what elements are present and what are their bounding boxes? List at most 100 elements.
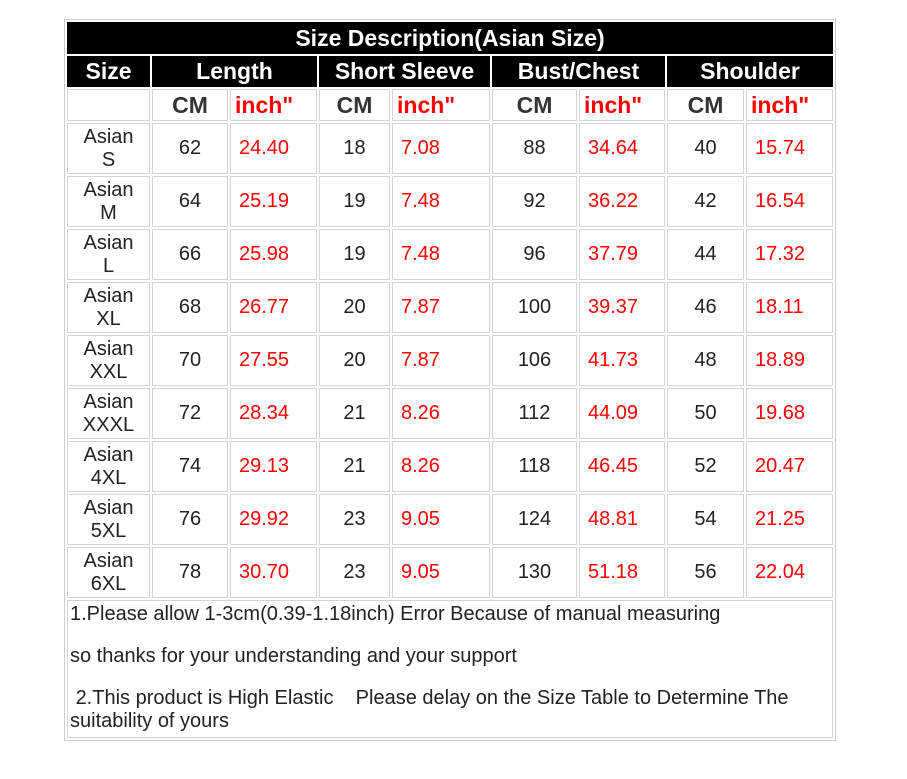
inch-value: 7.48 (392, 229, 490, 280)
inch-value: 8.26 (392, 441, 490, 492)
note-text: 1.Please allow 1-3cm(0.39-1.18inch) Erro… (70, 603, 721, 625)
size-label: XL (96, 307, 121, 330)
cm-value: 78 (152, 547, 228, 598)
inch-value: 44.09 (579, 388, 665, 439)
cm-value: 106 (492, 335, 577, 386)
unit-row: CM inch" CM inch" CM inch" CM inch" (67, 89, 833, 121)
table-row: Asian XXXL 72 28.34 21 8.26 112 44.09 50 19.68 (67, 388, 833, 439)
cm-value: 20 (319, 282, 390, 333)
table-row: Asian L 66 25.98 19 7.48 96 37.79 44 17.32 (67, 229, 833, 280)
inch-value: 29.13 (230, 441, 317, 492)
inch-value: 9.05 (392, 547, 490, 598)
size-label: Asian (83, 284, 134, 307)
table-row: Asian S 62 24.40 18 7.08 88 34.64 40 15.74 (67, 123, 833, 174)
size-label: S (101, 148, 116, 171)
cm-value: 72 (152, 388, 228, 439)
cm-value: 96 (492, 229, 577, 280)
inch-value: 25.19 (230, 176, 317, 227)
unit-cm: CM (152, 89, 228, 121)
inch-value: 39.37 (579, 282, 665, 333)
header-size: Size (67, 56, 150, 87)
inch-value: 36.22 (579, 176, 665, 227)
cm-value: 23 (319, 494, 390, 545)
header-shoulder: Shoulder (667, 56, 833, 87)
size-cell: Asian L (67, 229, 150, 280)
size-label: M (100, 201, 117, 224)
header-short-sleeve: Short Sleeve (319, 56, 490, 87)
table-row: Asian XL 68 26.77 20 7.87 100 39.37 46 18.11 (67, 282, 833, 333)
size-label: Asian (83, 231, 134, 254)
size-label: XXXL (82, 413, 135, 436)
size-cell: Asian XXXL (67, 388, 150, 439)
size-cell: Asian 4XL (67, 441, 150, 492)
size-label: 5XL (90, 519, 127, 542)
size-label: Asian (83, 390, 134, 413)
inch-value: 20.47 (746, 441, 833, 492)
cm-value: 92 (492, 176, 577, 227)
cm-value: 40 (667, 123, 744, 174)
cm-value: 44 (667, 229, 744, 280)
inch-value: 21.25 (746, 494, 833, 545)
cm-value: 66 (152, 229, 228, 280)
cm-value: 19 (319, 229, 390, 280)
inch-value: 7.08 (392, 123, 490, 174)
inch-value: 27.55 (230, 335, 317, 386)
cm-value: 18 (319, 123, 390, 174)
inch-value: 17.32 (746, 229, 833, 280)
cm-value: 112 (492, 388, 577, 439)
cm-value: 130 (492, 547, 577, 598)
inch-value: 7.87 (392, 335, 490, 386)
table-row: Asian 4XL 74 29.13 21 8.26 118 46.45 52 20.47 (67, 441, 833, 492)
note-text: so thanks for your understanding and you… (70, 645, 517, 667)
size-label: 6XL (90, 572, 127, 595)
cm-value: 42 (667, 176, 744, 227)
size-cell: Asian 6XL (67, 547, 150, 598)
cm-value: 100 (492, 282, 577, 333)
cm-value: 19 (319, 176, 390, 227)
cm-value: 62 (152, 123, 228, 174)
notes-cell: 1.Please allow 1-3cm(0.39-1.18inch) Erro… (67, 600, 833, 738)
size-label: Asian (83, 337, 134, 360)
inch-value: 15.74 (746, 123, 833, 174)
inch-value: 34.64 (579, 123, 665, 174)
size-cell: Asian XXL (67, 335, 150, 386)
inch-value: 29.92 (230, 494, 317, 545)
cm-value: 52 (667, 441, 744, 492)
unit-inch: inch" (746, 89, 833, 121)
size-label: L (102, 254, 115, 277)
inch-value: 37.79 (579, 229, 665, 280)
cm-value: 20 (319, 335, 390, 386)
unit-cm: CM (667, 89, 744, 121)
inch-value: 18.89 (746, 335, 833, 386)
unit-inch: inch" (230, 89, 317, 121)
cm-value: 56 (667, 547, 744, 598)
cm-value: 21 (319, 441, 390, 492)
size-cell: Asian XL (67, 282, 150, 333)
cm-value: 50 (667, 388, 744, 439)
cm-value: 70 (152, 335, 228, 386)
unit-empty (67, 89, 150, 121)
inch-value: 16.54 (746, 176, 833, 227)
inch-value: 7.87 (392, 282, 490, 333)
inch-value: 9.05 (392, 494, 490, 545)
inch-value: 8.26 (392, 388, 490, 439)
cm-value: 74 (152, 441, 228, 492)
inch-value: 41.73 (579, 335, 665, 386)
cm-value: 124 (492, 494, 577, 545)
table-row: Asian 5XL 76 29.92 23 9.05 124 48.81 54 21.25 (67, 494, 833, 545)
note-text: 2.This product is High Elastic Please de… (70, 687, 795, 732)
size-cell: Asian M (67, 176, 150, 227)
inch-value: 51.18 (579, 547, 665, 598)
cm-value: 76 (152, 494, 228, 545)
size-label: Asian (83, 549, 134, 572)
inch-value: 30.70 (230, 547, 317, 598)
unit-cm: CM (492, 89, 577, 121)
inch-value: 25.98 (230, 229, 317, 280)
size-label: 4XL (90, 466, 127, 489)
size-table: Size Description(Asian Size) Size Length… (64, 19, 836, 741)
header-length: Length (152, 56, 317, 87)
inch-value: 19.68 (746, 388, 833, 439)
header-bust-chest: Bust/Chest (492, 56, 665, 87)
cm-value: 54 (667, 494, 744, 545)
table-title: Size Description(Asian Size) (67, 22, 833, 54)
